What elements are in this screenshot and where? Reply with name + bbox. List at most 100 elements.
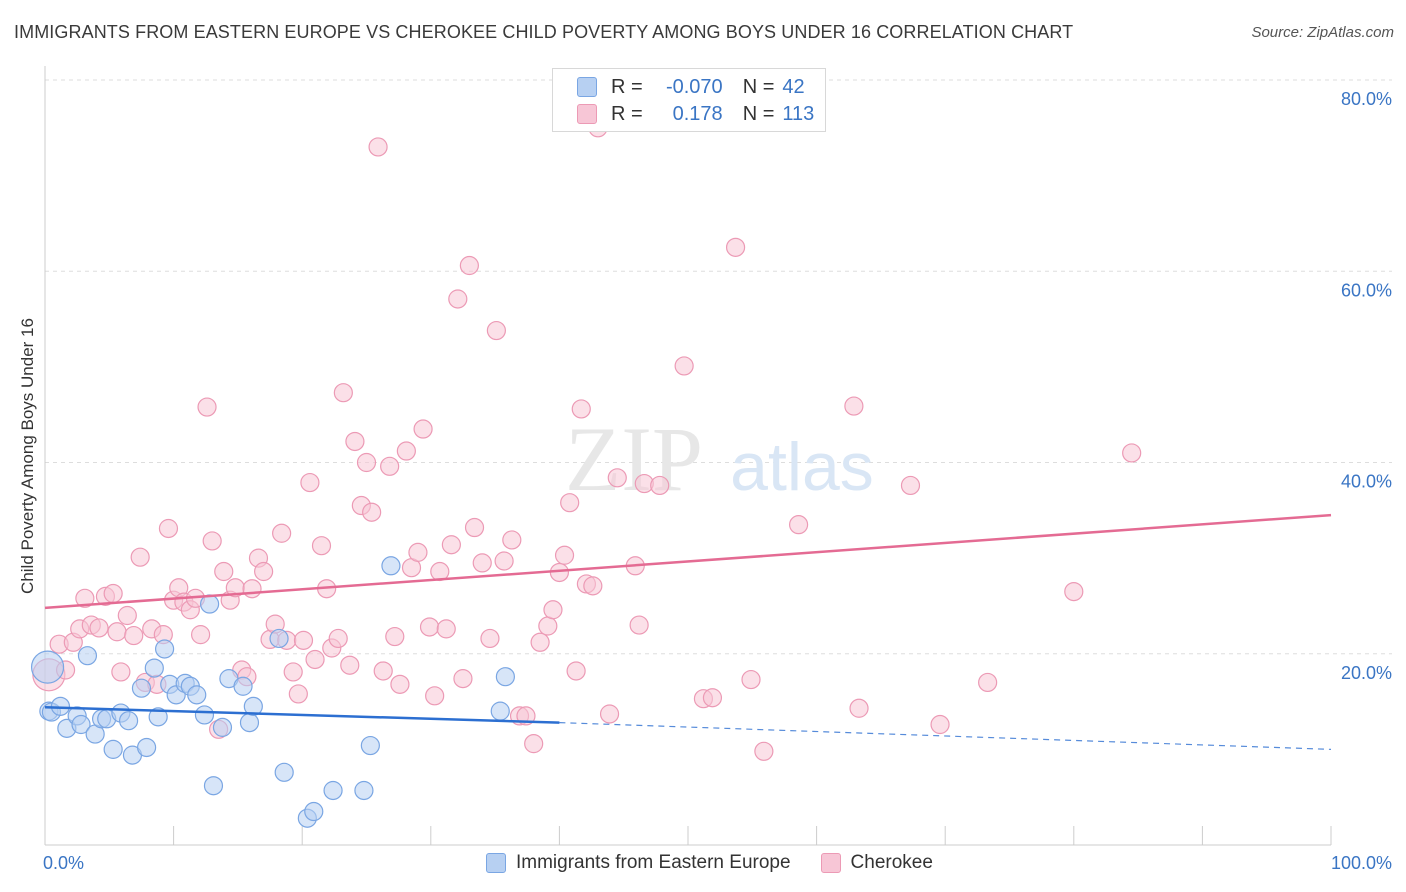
cherokee-point [380,456,400,476]
cherokee-point [560,493,580,513]
cherokee-point [530,632,550,652]
cherokee-point [340,655,360,675]
cherokee-point [448,289,468,309]
eastern-europe-point [274,762,294,782]
cherokee-point [978,672,998,693]
tick-labels: 20.0% 40.0% 60.0% 80.0% 0.0% 100.0% [43,89,1392,873]
chart-title: IMMIGRANTS FROM EASTERN EUROPE VS CHEROK… [14,22,1074,42]
eastern-europe-point [200,594,220,614]
cherokee-point [368,137,388,157]
eastern-europe-point [203,776,224,796]
cherokee-point [674,356,694,376]
r-label: R = [611,102,643,125]
n-label: N = [742,102,775,125]
cherokee-point [849,698,869,718]
eastern-europe-point [490,701,510,721]
blue-swatch [486,853,506,873]
eastern-europe-point [304,801,324,822]
cherokee-point [930,714,950,735]
eastern-europe-point [360,735,380,756]
cherokee-point [272,523,292,543]
pink-swatch [820,853,841,873]
y-tick-label: 60.0% [1341,280,1392,300]
cherokee-point [571,399,591,419]
eastern-europe-point [136,737,157,758]
cherokee-point [396,441,416,461]
eastern-europe-point [131,678,152,698]
cherokee-point [1122,443,1142,463]
legend-item-eastern-europe[interactable]: Immigrants from Eastern Europe [486,852,791,874]
pink-swatch [577,104,597,124]
r-value: 0.178 [672,102,723,125]
cherokee-point [202,531,222,551]
eastern-europe-point [243,696,263,716]
cherokee-point [702,688,723,708]
legend-item-cherokee[interactable]: Cherokee [820,852,933,874]
cherokee-point [328,628,348,649]
eastern-europe-point [354,780,374,801]
cherokee-point [305,649,325,670]
cherokee-point [356,452,377,473]
watermark: ZIP atlas [565,408,874,510]
eastern-europe-point [118,711,139,731]
cherokee-point [419,617,440,637]
cherokee-point [725,237,746,257]
x-tick-label-min: 0.0% [43,853,84,873]
legend-row-pink: R = 0.178 N = 113 [577,101,814,127]
cherokee-point [607,468,627,488]
cherokee-point [191,625,211,645]
eastern-europe-trend-line [44,706,560,724]
cherokee-point [124,625,144,646]
watermark-zip: ZIP [565,408,703,510]
cherokee-point [158,518,179,539]
cherokee-point [554,545,575,565]
legend-label: Cherokee [850,852,933,873]
cherokee-point [650,475,670,496]
cherokee-point [629,615,649,635]
r-label: R = [611,75,643,98]
cherokee-point [283,662,303,682]
cherokee-point [197,397,217,417]
cherokee-point [117,605,137,626]
cherokee-point [494,551,514,571]
cherokee-point [436,619,456,639]
eastern-europe-point [381,556,401,576]
y-tick-label: 80.0% [1341,89,1392,109]
gridlines [45,79,1392,655]
cherokee-point [111,662,131,682]
cherokee-point [333,383,353,403]
cherokee-point [754,741,774,761]
eastern-europe-point [323,780,343,801]
eastern-europe-point [239,712,260,733]
axes [44,66,1332,846]
cherokee-point [741,669,761,690]
cherokee-point [107,622,127,642]
eastern-europe-point [212,717,233,737]
eastern-europe-point [148,707,168,727]
cherokee-point [345,431,365,452]
cherokee-point [362,502,382,522]
cherokee-point [293,630,314,650]
cherokee-point [472,553,492,573]
source-label: Source: ZipAtlas.com [1251,24,1394,41]
cherokee-point [214,561,234,582]
eastern-europe-point [194,705,215,725]
correlation-legend: R = -0.070 N = 42 R = 0.178 N = 113 [552,68,826,132]
eastern-europe-point [269,628,289,649]
eastern-europe-point [103,739,123,759]
eastern-europe-point [144,658,164,678]
cherokee-point [385,626,405,647]
cherokee-point [459,255,479,276]
cherokee-point [89,618,109,638]
x-tick-label-max: 100.0% [1331,853,1392,873]
cherokee-point [75,588,95,608]
y-tick-label: 20.0% [1341,663,1392,683]
cherokee-point [543,600,563,620]
trend-lines [44,513,1332,750]
cherokee-point [566,661,586,681]
eastern-europe-point [71,714,91,735]
cherokee-point [425,686,445,706]
cherokee-point [583,576,603,596]
cherokee-point [413,419,433,439]
